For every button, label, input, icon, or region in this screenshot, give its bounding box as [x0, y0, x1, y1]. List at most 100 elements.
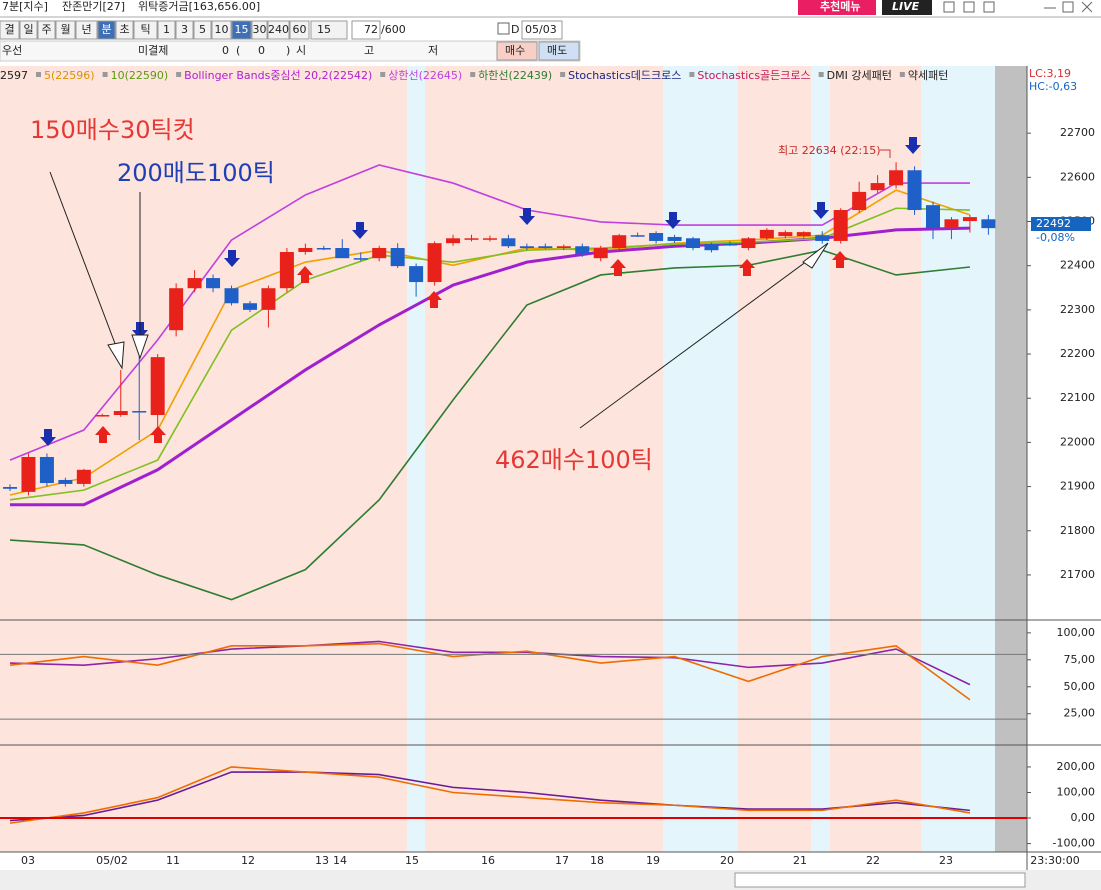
high-label: 고 — [364, 44, 374, 57]
checkbox[interactable] — [497, 22, 510, 35]
candle-body — [778, 232, 793, 237]
date[interactable]: 05/03 — [525, 23, 557, 36]
count-input[interactable] — [351, 20, 381, 40]
toolbar-button-label[interactable]: 60 — [293, 23, 307, 36]
toolbar-button-label[interactable]: 월 — [60, 23, 70, 36]
x-tick-label: 23:30:00 — [1030, 854, 1079, 867]
candle-body — [446, 238, 461, 244]
count[interactable]: 72 — [364, 23, 378, 36]
candle-body — [372, 248, 387, 259]
toolbar-button[interactable] — [251, 20, 268, 40]
candle-body — [870, 183, 885, 191]
toolbar-button[interactable] — [19, 20, 38, 40]
y-tick-label: 22400 — [1060, 259, 1095, 272]
buy-signal — [95, 426, 111, 443]
toolbar-button-label[interactable]: 3 — [181, 23, 188, 36]
y-tick-label: 22300 — [1060, 303, 1095, 316]
x-tick-label: 23 — [939, 854, 953, 867]
x-tick-label: 20 — [720, 854, 734, 867]
toolbar-button[interactable] — [157, 20, 176, 40]
toolbar-button-label[interactable]: 240 — [268, 23, 289, 36]
y-tick-label: 22000 — [1060, 435, 1095, 448]
toolbar-button[interactable] — [0, 20, 20, 40]
candle-body — [593, 248, 608, 259]
candle-body — [206, 278, 221, 289]
y-tick-label: 100,00 — [1057, 626, 1096, 639]
toolbar-button[interactable] — [193, 20, 212, 40]
toolbar-button-label[interactable]: 일 — [23, 22, 33, 36]
candle-body — [722, 244, 737, 246]
buy-button[interactable] — [496, 41, 538, 61]
order-row — [0, 40, 581, 62]
toolbar-button-label[interactable]: 결 — [4, 23, 14, 36]
candle-body — [649, 232, 664, 241]
x-tick-label: 16 — [481, 854, 495, 867]
x-tick-label: 05/02 — [96, 854, 128, 867]
toolbar-button-label[interactable]: 30 — [253, 23, 267, 36]
toolbar-button[interactable] — [231, 20, 252, 40]
candle-body — [575, 246, 590, 255]
toolbar-button-label[interactable]: 주 — [41, 23, 51, 36]
scroll-controls[interactable] — [734, 872, 1026, 888]
candle-body — [261, 288, 276, 310]
legend-entry: 약세패턴 — [908, 68, 948, 82]
annotation-arrows — [49, 149, 891, 429]
legend-swatch — [102, 72, 108, 77]
annotation: 200매도100틱 — [117, 159, 275, 187]
toolbar-button[interactable] — [55, 20, 76, 40]
y-tick-label: 100,00 — [1057, 785, 1096, 798]
candle-body — [538, 246, 553, 249]
toolbar-button[interactable] — [97, 20, 116, 40]
toolbar-button-label[interactable]: 5 — [199, 23, 206, 36]
x-tick-label: 13 — [315, 854, 329, 867]
sell-button[interactable] — [538, 41, 580, 61]
date-input[interactable] — [521, 20, 563, 40]
toolbar-button-label[interactable]: 년 — [81, 23, 91, 36]
candle-body — [667, 236, 682, 241]
shade — [995, 66, 1027, 852]
menu-button[interactable] — [798, 0, 876, 15]
toolbar-button[interactable] — [211, 20, 232, 40]
period-select[interactable] — [310, 20, 348, 40]
toolbar-button[interactable] — [115, 20, 134, 40]
buy-signal — [297, 266, 313, 283]
candle-body — [58, 479, 73, 484]
toolbar-button-label[interactable]: 틱 — [140, 23, 150, 36]
y-tick-label: -100,00 — [1053, 837, 1095, 850]
toolbar-button-label[interactable]: 초 — [119, 23, 129, 36]
toolbar-button[interactable] — [289, 20, 310, 40]
legend-swatch — [470, 72, 476, 77]
live-button[interactable] — [882, 0, 932, 15]
menu-label[interactable]: 추천메뉴 — [820, 0, 860, 13]
candle-body — [944, 219, 959, 229]
period[interactable]: 15 — [317, 23, 331, 36]
toolbar-button-label[interactable]: 15 — [235, 23, 249, 36]
candle-body — [353, 258, 368, 260]
toolbar-button[interactable] — [75, 20, 98, 40]
toolbar-button[interactable] — [37, 20, 56, 40]
indicator-line — [9, 771, 971, 822]
candle-body — [390, 248, 405, 267]
legend-entry: Bollinger Bands중심선 20,2(22542) — [184, 69, 372, 82]
live-label[interactable]: LIVE — [892, 0, 920, 13]
candle-body — [519, 246, 534, 249]
toolbar-button-label[interactable]: 분 — [101, 23, 111, 36]
x-tick-label: 22 — [866, 854, 880, 867]
sell-label[interactable]: 매도 — [547, 44, 567, 57]
toolbar-button[interactable] — [133, 20, 158, 40]
toolbar-button-label[interactable]: 1 — [163, 23, 170, 36]
toolbar-button[interactable] — [175, 20, 194, 40]
indicator-line — [9, 642, 971, 701]
buy-label[interactable]: 매수 — [505, 44, 525, 57]
legend-swatch — [176, 72, 182, 77]
x-tick-label: 14 — [333, 854, 347, 867]
toolbar-button-label[interactable]: 10 — [215, 23, 229, 36]
buy-signal — [832, 251, 848, 268]
candle-body — [242, 303, 257, 310]
indicator-line — [9, 766, 971, 824]
current-price: 22492 — [1036, 217, 1071, 230]
toolbar-button[interactable] — [267, 20, 290, 40]
d-label: D — [511, 23, 519, 36]
window-controls — [943, 1, 1093, 13]
y-tick-label: 22700 — [1060, 126, 1095, 139]
